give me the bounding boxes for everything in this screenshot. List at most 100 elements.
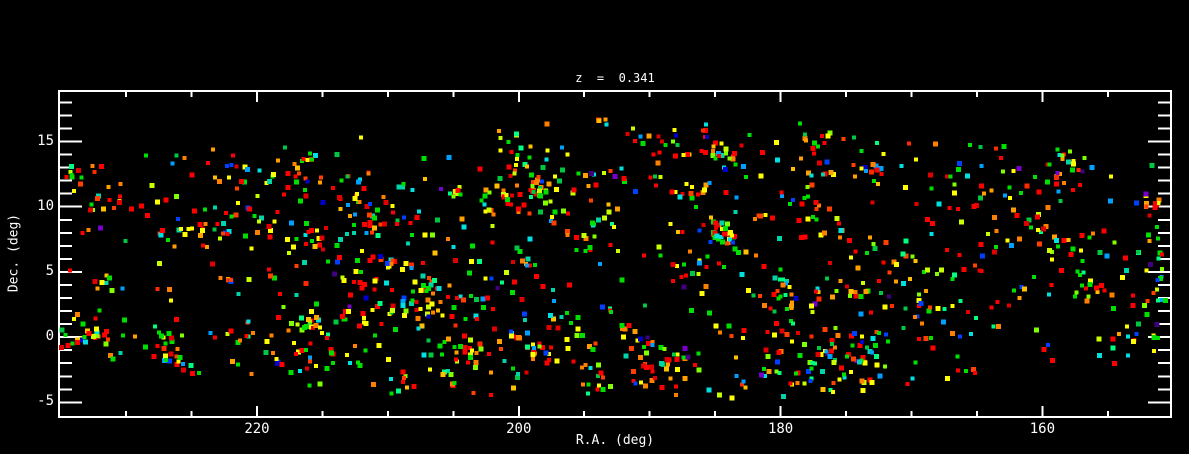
- data-point: [603, 117, 608, 122]
- data-point: [421, 352, 427, 358]
- data-point: [704, 122, 709, 127]
- data-point: [914, 201, 919, 206]
- data-point: [677, 194, 683, 200]
- data-point: [978, 145, 983, 150]
- data-point: [317, 381, 323, 387]
- data-point: [1091, 231, 1096, 236]
- data-point: [519, 297, 525, 303]
- data-point: [802, 381, 807, 386]
- data-point: [544, 360, 550, 366]
- data-point: [1060, 153, 1065, 158]
- data-point: [807, 359, 813, 365]
- data-point: [275, 209, 280, 214]
- data-point: [155, 287, 160, 291]
- data-point: [429, 301, 435, 307]
- data-point: [820, 386, 826, 392]
- data-point: [1011, 169, 1016, 174]
- data-point: [550, 215, 555, 219]
- data-point: [741, 379, 746, 384]
- data-point: [525, 263, 529, 268]
- data-point: [295, 322, 300, 327]
- data-point: [473, 313, 479, 319]
- data-point: [780, 394, 786, 400]
- data-point: [213, 175, 218, 180]
- data-point: [1160, 252, 1164, 257]
- data-point: [899, 163, 904, 168]
- data-point: [357, 363, 363, 368]
- data-point: [1109, 174, 1114, 179]
- data-point: [345, 203, 350, 207]
- data-point: [308, 228, 314, 234]
- data-point: [469, 258, 474, 264]
- x-tick-label: 220: [244, 421, 270, 437]
- data-point: [1003, 193, 1007, 198]
- data-point: [593, 182, 599, 188]
- data-point: [390, 210, 395, 215]
- data-point: [696, 351, 701, 356]
- data-point: [595, 387, 600, 392]
- data-point: [674, 356, 680, 362]
- data-point: [587, 343, 592, 349]
- data-point: [347, 360, 352, 365]
- data-point: [395, 221, 400, 226]
- data-point: [719, 141, 724, 146]
- data-point: [440, 313, 445, 318]
- data-point: [848, 289, 854, 294]
- data-point: [524, 370, 529, 375]
- data-point: [799, 201, 805, 207]
- data-point: [780, 194, 784, 198]
- data-point: [619, 277, 625, 283]
- data-point: [640, 141, 646, 147]
- data-point: [392, 259, 398, 265]
- data-point: [977, 268, 982, 273]
- data-point: [926, 308, 932, 314]
- data-point: [245, 166, 250, 172]
- data-point: [1087, 281, 1093, 287]
- data-point: [616, 249, 621, 253]
- data-point: [451, 245, 456, 250]
- data-point: [867, 349, 873, 355]
- data-point: [732, 234, 738, 240]
- data-point: [811, 214, 815, 219]
- data-point: [285, 185, 291, 191]
- data-point: [453, 258, 459, 264]
- data-point: [1024, 183, 1030, 189]
- data-point: [236, 292, 241, 297]
- data-point: [468, 345, 472, 350]
- data-point: [1131, 338, 1137, 344]
- data-point: [865, 251, 870, 256]
- data-point: [728, 237, 732, 242]
- data-point: [358, 135, 363, 140]
- data-point: [69, 173, 74, 178]
- data-point: [722, 264, 726, 269]
- data-point: [1007, 185, 1012, 190]
- data-point: [693, 204, 698, 209]
- data-point: [648, 175, 653, 180]
- data-point: [208, 330, 213, 335]
- data-point: [537, 344, 542, 349]
- data-point: [516, 210, 521, 215]
- data-point: [491, 307, 496, 312]
- data-point: [93, 326, 99, 332]
- data-point: [469, 243, 475, 249]
- data-point: [841, 136, 846, 141]
- data-point: [341, 277, 347, 283]
- data-point: [574, 333, 580, 339]
- data-point: [761, 303, 767, 309]
- data-point: [842, 375, 847, 380]
- data-point: [752, 217, 757, 222]
- data-point: [313, 363, 318, 368]
- data-point: [551, 288, 555, 293]
- data-point: [702, 187, 708, 193]
- data-point: [317, 242, 322, 248]
- data-point: [409, 262, 414, 268]
- data-point: [957, 253, 962, 258]
- data-point: [451, 304, 457, 310]
- data-point: [1046, 343, 1050, 347]
- data-point: [831, 381, 836, 386]
- data-point: [1147, 213, 1152, 218]
- data-point: [758, 372, 764, 378]
- data-point: [210, 147, 215, 152]
- data-point: [455, 188, 461, 194]
- data-point: [531, 179, 536, 184]
